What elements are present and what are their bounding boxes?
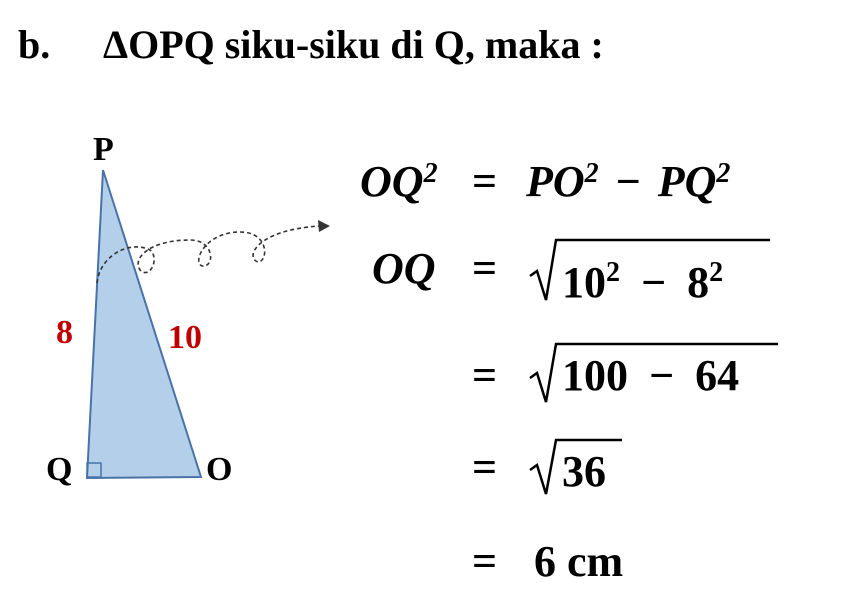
term: OQ [372,244,436,293]
operator: − [649,351,674,400]
side-label: 8 [56,314,73,351]
arrow-head [318,220,330,232]
term: 10 [562,258,606,307]
equation-line: 100 − 64 [562,351,739,400]
exponent: 2 [715,158,730,189]
triangle: P Q O 8 10 [46,131,232,488]
curly-arrow [96,225,321,284]
operator: − [641,258,666,307]
equation-line: 102 − 82 [562,242,723,307]
heading-label: b. [18,22,50,67]
term: OQ [372,244,436,293]
radical [529,438,622,495]
exponent: 2 [606,257,620,288]
result: 6 cm [534,537,623,586]
vertex-label: O [206,451,232,488]
operator: − [616,157,641,206]
equation-line: OQ2 = PO2 − PQ2 [360,143,730,206]
term: 64 [695,351,739,400]
equals: = [472,351,497,400]
term: PQ [657,157,717,206]
heading-text: ΔOPQ siku-siku di Q, maka : [103,22,604,67]
radical [529,342,778,403]
term: OQ [360,157,424,206]
vertex-label: Q [46,451,72,488]
equals: = [472,157,497,206]
exponent: 2 [423,158,438,189]
exponent: 2 [709,257,723,288]
triangle-shape [85,169,203,480]
equals: = [472,244,497,293]
side-label: 10 [168,319,202,356]
term: 36 [562,447,606,496]
radical [529,238,770,301]
right-angle [86,462,102,478]
vertex-label: P [93,131,114,168]
exponent: 2 [584,158,599,189]
term: 100 [562,351,628,400]
term: PO [525,157,585,206]
equals: = [472,537,497,586]
term: 8 [687,258,709,307]
equals: = [472,443,497,492]
